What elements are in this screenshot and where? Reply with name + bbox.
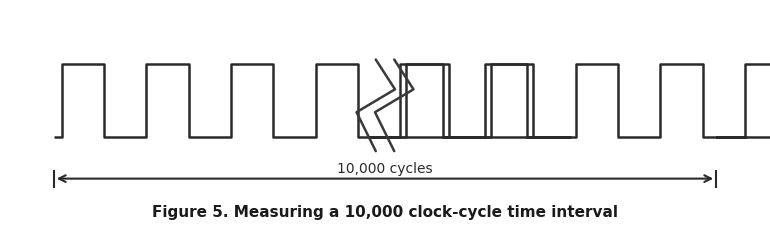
Text: 10,000 cycles: 10,000 cycles bbox=[337, 162, 433, 176]
Text: Figure 5. Measuring a 10,000 clock-cycle time interval: Figure 5. Measuring a 10,000 clock-cycle… bbox=[152, 205, 618, 220]
